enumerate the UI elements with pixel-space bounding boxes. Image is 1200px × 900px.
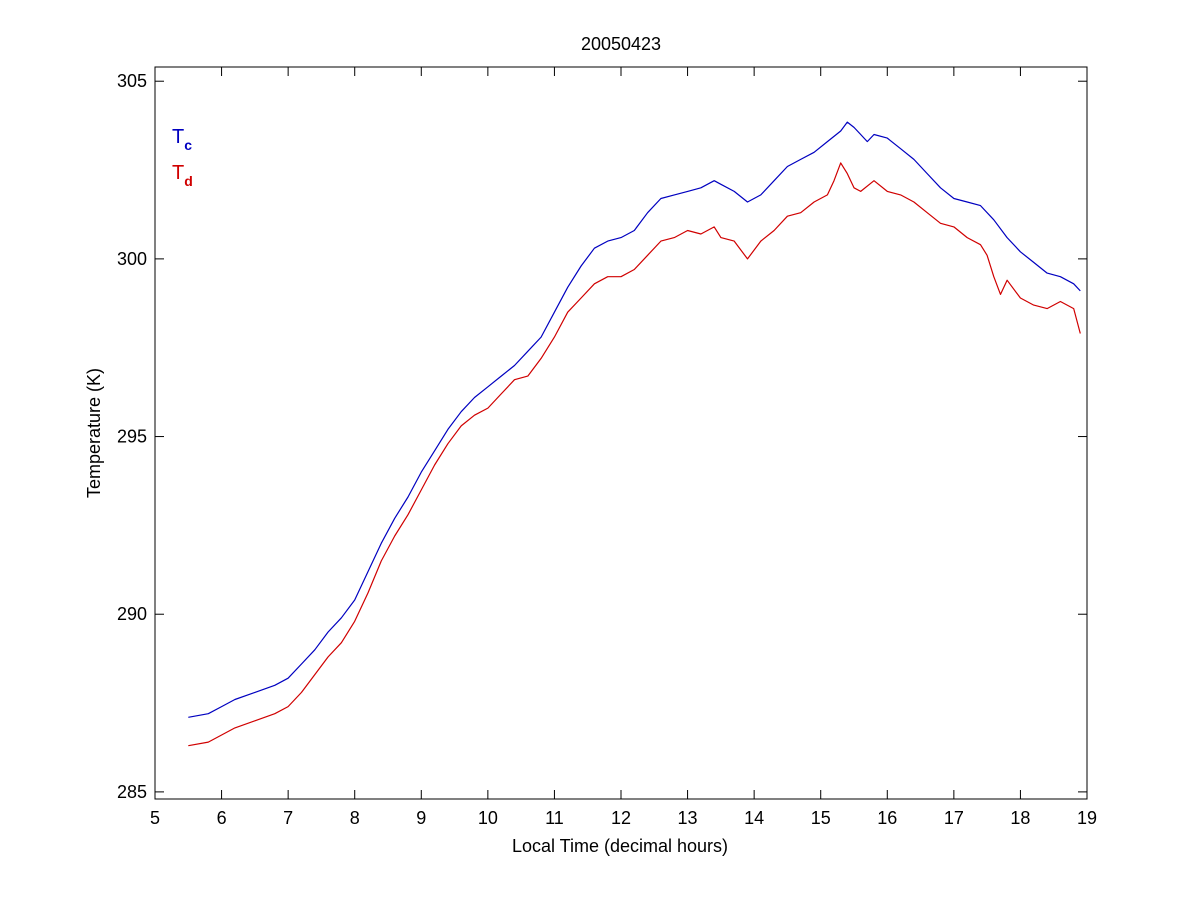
x-tick-label: 11	[545, 808, 564, 828]
legend-td-sub: d	[184, 173, 193, 189]
x-tick-label: 14	[744, 808, 764, 828]
series-line-td	[188, 162, 1081, 747]
legend-td-main: T	[172, 162, 184, 184]
x-tick-label: 6	[217, 808, 227, 828]
axes-box	[154, 66, 1088, 800]
x-tick-label: 13	[678, 808, 698, 828]
x-tick-label: 9	[416, 808, 426, 828]
chart-title: 20050423	[581, 34, 661, 54]
legend: Tc Td	[172, 126, 193, 189]
y-tick-label: 285	[117, 782, 147, 802]
x-tick-label: 5	[150, 808, 160, 828]
y-tick-label: 290	[117, 604, 147, 624]
x-tick-label: 12	[611, 808, 631, 828]
x-tick-label: 18	[1010, 808, 1030, 828]
x-tick-label: 19	[1077, 808, 1097, 828]
ticks-layer: 5 6 7 8 9 10 11 12 13 14 15 16 17 18 19 285 290 295 300 305	[117, 67, 1097, 828]
legend-tc-main: T	[172, 126, 184, 148]
x-tick-label: 7	[283, 808, 293, 828]
x-tick-label: 17	[944, 808, 964, 828]
x-tick-label: 8	[350, 808, 360, 828]
y-tick-label: 305	[117, 71, 147, 91]
y-tick-label: 295	[117, 427, 147, 447]
x-tick-label: 16	[877, 808, 897, 828]
x-axis-label: Local Time (decimal hours)	[512, 836, 728, 856]
x-tick-label: 10	[478, 808, 498, 828]
series-layer	[188, 121, 1081, 747]
y-tick-label: 300	[117, 249, 147, 269]
legend-tc-sub: c	[184, 137, 192, 153]
legend-entry-td: Td	[172, 162, 193, 189]
series-line-tc	[188, 121, 1081, 718]
legend-entry-tc: Tc	[172, 126, 192, 153]
y-axis-label: Temperature (K)	[84, 368, 104, 498]
x-tick-label: 15	[811, 808, 831, 828]
